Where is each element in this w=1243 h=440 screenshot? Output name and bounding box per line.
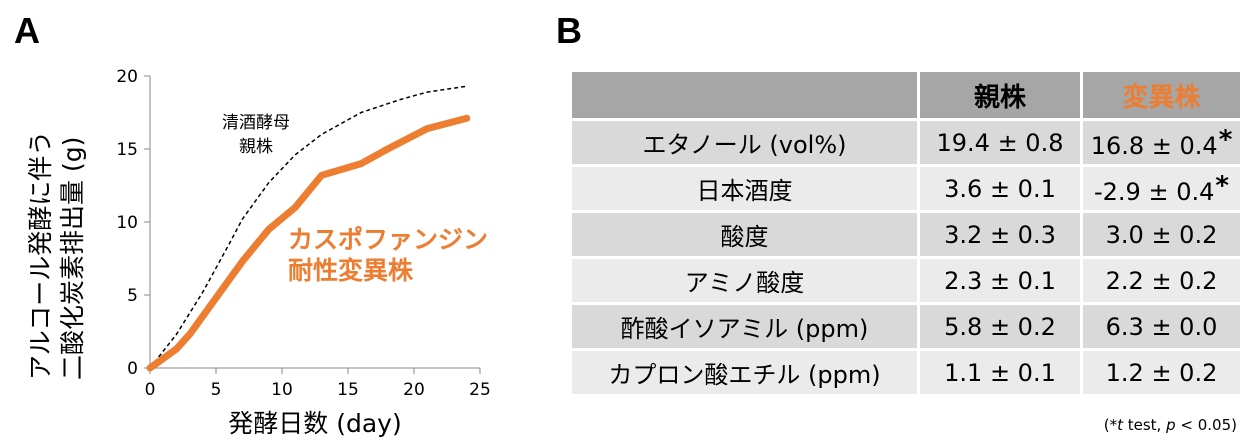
results-table: 親株 変異株 エタノール (vol%) 19.4 ± 0.8 16.8 ± 0.4*…	[572, 72, 1240, 394]
significance-mark: *	[1215, 171, 1229, 201]
x-tick-label: 10	[271, 380, 293, 400]
table-row: エタノール (vol%) 19.4 ± 0.8 16.8 ± 0.4*	[572, 119, 1240, 167]
table-row: アミノ酸度 2.3 ± 0.1 2.2 ± 0.2	[572, 257, 1240, 305]
table-row: カプロン酸エチル (ppm) 1.1 ± 0.1 1.2 ± 0.2	[572, 349, 1240, 394]
x-tick-label: 20	[403, 380, 425, 400]
parent-value: 19.4 ± 0.8	[918, 119, 1083, 167]
panel-a-label: A	[14, 10, 40, 51]
row-label: 酢酸イソアミル (ppm)	[572, 303, 920, 351]
footnote-t: t	[1117, 416, 1123, 434]
mutant-value: -2.9 ± 0.4	[1094, 178, 1215, 206]
mutant-cell: 6.3 ± 0.0	[1081, 303, 1240, 351]
mutant-value: 1.2 ± 0.2	[1105, 358, 1218, 387]
series-label-mutant-line-1: カスポファンジン	[288, 225, 488, 254]
row-label: 日本酒度	[572, 165, 920, 213]
parent-value: 3.2 ± 0.3	[918, 211, 1083, 259]
footnote-pre: (*	[1103, 416, 1118, 434]
footnote: (*t test, p < 0.05)	[1104, 416, 1237, 434]
row-label: エタノール (vol%)	[572, 119, 920, 167]
mutant-value: 2.2 ± 0.2	[1105, 266, 1218, 295]
table-header-parent: 親株	[918, 72, 1083, 121]
table-header-row: 親株 変異株	[572, 72, 1240, 121]
panel-b-label: B	[556, 10, 582, 51]
footnote-mid: test,	[1122, 416, 1167, 434]
x-tick-label: 5	[211, 380, 222, 400]
y-tick-label: 0	[127, 359, 138, 379]
mutant-cell: -2.9 ± 0.4*	[1081, 165, 1240, 213]
table-header-mutant: 変異株	[1081, 72, 1240, 121]
mutant-value: 6.3 ± 0.0	[1105, 312, 1218, 341]
mutant-cell: 3.0 ± 0.2	[1081, 211, 1240, 259]
series-label-parent-line-1: 清酒酵母	[222, 113, 290, 133]
y-tick-label: 20	[116, 67, 138, 87]
significance-mark: *	[1218, 125, 1233, 155]
row-label: 酸度	[572, 211, 920, 259]
fermentation-chart: 0 5 10 15 20 0 5 10 15 20 25 清酒酵母 親株 カスポファンジン 耐性変…	[116, 67, 491, 438]
y-tick-label: 15	[116, 140, 138, 160]
x-tick-label: 15	[337, 380, 359, 400]
table-row: 酢酸イソアミル (ppm) 5.8 ± 0.2 6.3 ± 0.0	[572, 303, 1240, 351]
y-tick-label: 10	[116, 213, 138, 233]
parent-value: 3.6 ± 0.1	[918, 165, 1083, 213]
mutant-value: 16.8 ± 0.4	[1090, 132, 1218, 160]
x-axis-label: 発酵日数 (day)	[228, 409, 401, 438]
mutant-cell: 16.8 ± 0.4*	[1081, 119, 1240, 167]
table-header-blank	[572, 72, 920, 121]
series-line-parent	[149, 85, 467, 369]
parent-value: 5.8 ± 0.2	[918, 303, 1083, 351]
x-tick-label: 0	[145, 380, 156, 400]
row-label: カプロン酸エチル (ppm)	[572, 349, 920, 394]
series-label-mutant-line-2: 耐性変異株	[288, 256, 414, 285]
parent-value: 1.1 ± 0.1	[918, 349, 1083, 394]
parent-value: 2.3 ± 0.1	[918, 257, 1083, 305]
footnote-p: p	[1166, 416, 1176, 434]
row-label: アミノ酸度	[572, 257, 920, 305]
footnote-post: < 0.05)	[1175, 416, 1237, 434]
table-row: 日本酒度 3.6 ± 0.1 -2.9 ± 0.4*	[572, 165, 1240, 213]
series-label-parent-line-2: 親株	[239, 137, 273, 157]
mutant-cell: 2.2 ± 0.2	[1081, 257, 1240, 305]
mutant-value: 3.0 ± 0.2	[1105, 220, 1218, 249]
series-line-mutant	[146, 114, 471, 372]
table-row: 酸度 3.2 ± 0.3 3.0 ± 0.2	[572, 211, 1240, 259]
y-tick-label: 5	[127, 286, 138, 306]
x-tick-label: 25	[469, 380, 491, 400]
mutant-cell: 1.2 ± 0.2	[1081, 349, 1240, 394]
